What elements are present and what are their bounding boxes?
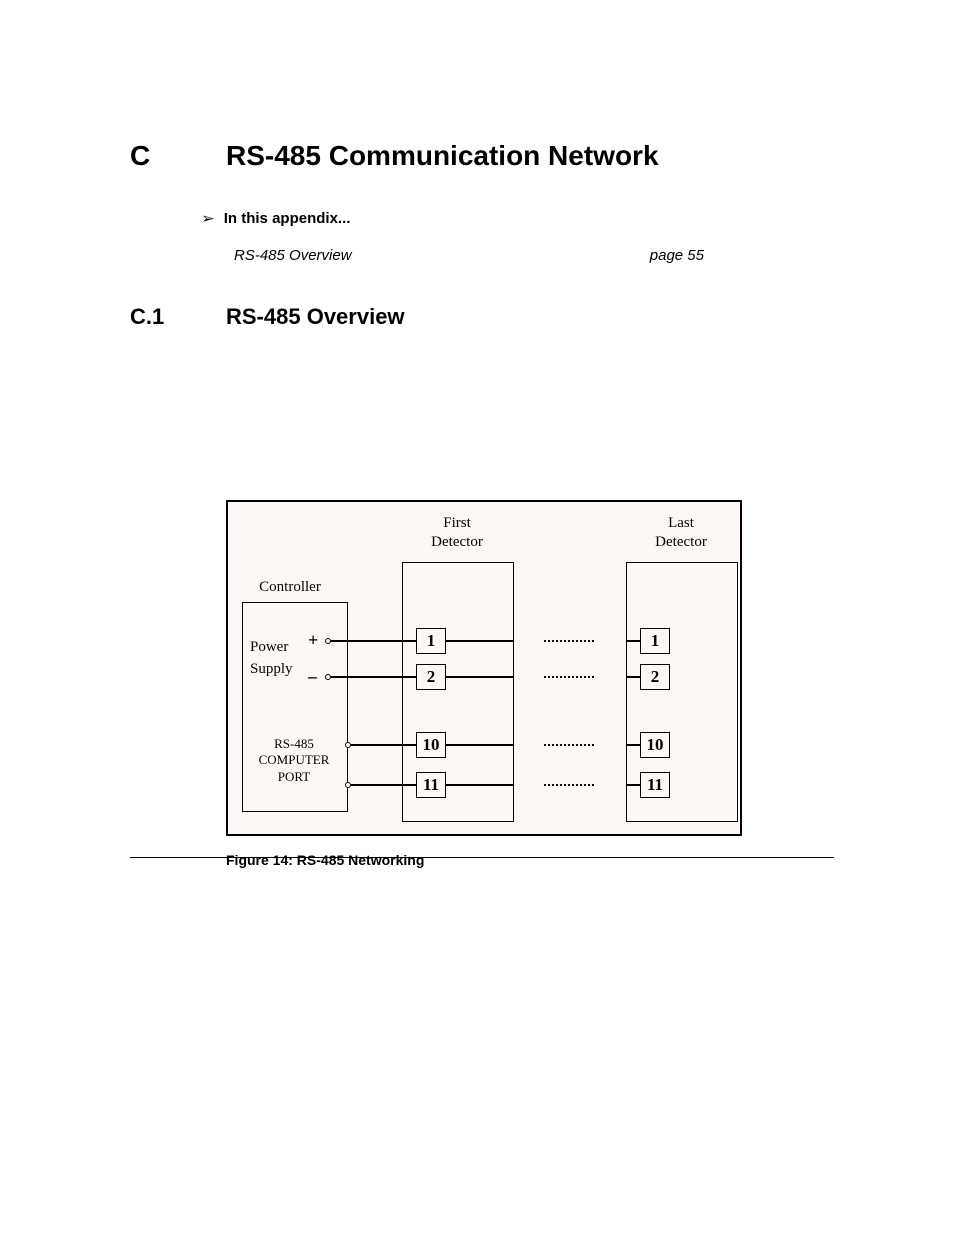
- text: Detector: [655, 534, 707, 550]
- figure-caption: Figure 14: RS-485 Networking: [226, 852, 834, 868]
- toc-row: RS-485 Overview page 55: [234, 247, 704, 264]
- wire-dotted: [544, 676, 594, 678]
- pin-box: 1: [640, 628, 670, 654]
- page-container: C RS-485 Communication Network ➢ In this…: [0, 0, 954, 928]
- wire: [446, 676, 514, 678]
- toc-page-ref: page 55: [650, 247, 704, 264]
- wire: [446, 784, 514, 786]
- appendix-intro-label: In this appendix...: [224, 210, 351, 227]
- toc-item: RS-485 Overview: [234, 247, 352, 264]
- wire: [351, 784, 416, 786]
- diagram-rs485-network: First Detector Last Detector Controller …: [226, 500, 742, 836]
- pin-box: 1: [416, 628, 446, 654]
- text: First: [443, 515, 471, 531]
- wire: [446, 744, 514, 746]
- wire-dotted: [544, 784, 594, 786]
- text: Detector: [431, 534, 483, 550]
- appendix-letter: C: [130, 140, 226, 172]
- wire-dotted: [544, 640, 594, 642]
- arrow-icon: ➢: [201, 210, 215, 227]
- section-number: C.1: [130, 304, 226, 330]
- pin-box: 2: [416, 664, 446, 690]
- plus-sign: +: [308, 630, 318, 651]
- label-last-detector: Last Detector: [646, 514, 716, 552]
- text: Last: [668, 515, 694, 531]
- pin-box: 11: [416, 772, 446, 798]
- wire: [626, 744, 640, 746]
- footer-rule: [130, 857, 834, 858]
- text: PORT: [278, 769, 310, 784]
- label-power: Power: [250, 638, 288, 657]
- wire: [351, 744, 416, 746]
- wire: [446, 640, 514, 642]
- label-first-detector: First Detector: [422, 514, 492, 552]
- label-controller: Controller: [250, 578, 330, 597]
- text: RS-485: [274, 736, 314, 751]
- appendix-intro: ➢ In this appendix...: [202, 210, 834, 227]
- wire-dotted: [544, 744, 594, 746]
- wire: [331, 676, 416, 678]
- minus-sign: –: [308, 666, 317, 687]
- section-title: RS-485 Overview: [226, 304, 405, 330]
- pin-box: 10: [640, 732, 670, 758]
- pin-box: 10: [416, 732, 446, 758]
- text: COMPUTER: [259, 752, 330, 767]
- label-port: RS-485 COMPUTER PORT: [246, 736, 342, 785]
- label-supply: Supply: [250, 660, 293, 679]
- pin-box: 11: [640, 772, 670, 798]
- figure-block: First Detector Last Detector Controller …: [226, 500, 834, 868]
- section-heading: C.1 RS-485 Overview: [130, 304, 834, 330]
- wire: [626, 784, 640, 786]
- page-title: RS-485 Communication Network: [226, 140, 659, 172]
- wire: [331, 640, 416, 642]
- title-row: C RS-485 Communication Network: [130, 140, 834, 172]
- wire: [626, 640, 640, 642]
- pin-box: 2: [640, 664, 670, 690]
- wire: [626, 676, 640, 678]
